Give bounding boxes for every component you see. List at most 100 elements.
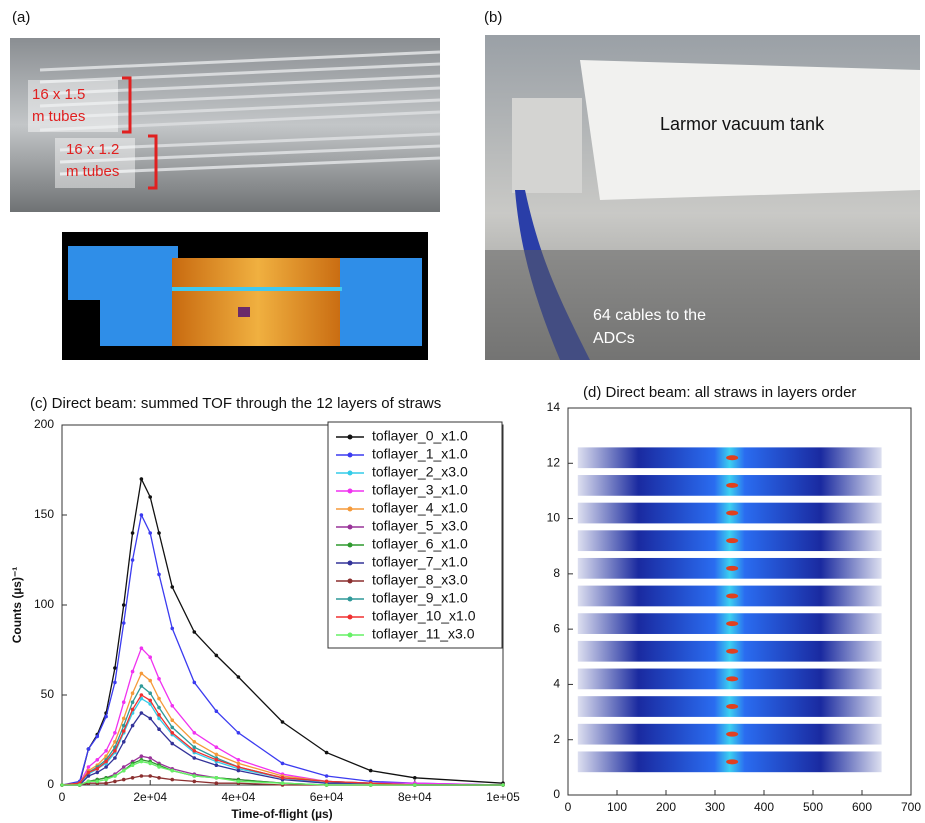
legend-label: toflayer_0_x1.0 [372,428,468,444]
data-point [281,720,285,724]
legend-marker [348,435,353,440]
data-point [193,780,197,784]
data-point [113,666,117,670]
data-point [122,740,126,744]
data-point [122,700,126,704]
data-point [95,780,99,784]
legend-marker [348,489,353,494]
data-point [140,684,144,688]
data-point [237,762,241,766]
image-region [100,288,175,346]
data-point [157,727,161,731]
data-point [170,704,174,708]
heat-core [726,759,738,764]
legend-label: toflayer_9_x1.0 [372,590,468,606]
panel-label: (b) [484,9,502,26]
data-point [237,758,241,762]
data-point [122,778,126,782]
figure: (a) 16 x 1.5 m tubes 16 x 1.2 m tubes (b… [0,0,925,823]
data-point [131,558,135,562]
data-point [215,745,219,749]
data-point [157,776,161,780]
data-point [501,783,505,787]
data-point [131,670,135,674]
y-tick-label: 2 [553,732,560,746]
data-point [95,767,99,771]
data-point [157,697,161,701]
data-point [193,756,197,760]
data-point [170,742,174,746]
annotation: Larmor vacuum tank [660,114,825,134]
y-axis-label: Counts (µs)⁻¹ [10,567,24,644]
data-point [413,776,417,780]
data-point [157,573,161,577]
legend-marker [348,615,353,620]
data-point [157,677,161,681]
heat-core [726,511,738,516]
data-point [215,776,219,780]
data-point [215,709,219,713]
data-point [281,781,285,785]
data-point [157,713,161,717]
x-tick-label: 500 [803,800,823,814]
data-point [215,758,219,762]
annotation: 16 x 1.5 [32,86,85,103]
data-point [131,691,135,695]
annotation: 64 cables to the [593,307,706,324]
heat-core [726,621,738,626]
x-tick-label: 300 [705,800,725,814]
heat-core [726,649,738,654]
y-tick-label: 150 [34,507,54,521]
legend-label: toflayer_10_x1.0 [372,608,476,624]
data-point [193,630,197,634]
legend-label: toflayer_6_x1.0 [372,536,468,552]
legend-marker [348,453,353,458]
legend-label: toflayer_3_x1.0 [372,482,468,498]
data-point [122,769,126,773]
data-point [95,758,99,762]
panel-label: (a) [12,9,30,26]
y-tick-label: 0 [553,787,560,801]
data-point [131,763,135,767]
legend-label: toflayer_5_x3.0 [372,518,468,534]
data-point [170,769,174,773]
x-tick-label: 4e+04 [222,790,256,804]
annotation: 16 x 1.2 [66,141,119,158]
data-point [170,778,174,782]
data-point [87,747,91,751]
data-point [215,753,219,757]
annotation: ADCs [593,330,635,347]
legend-label: toflayer_11_x3.0 [372,626,475,642]
data-point [157,765,161,769]
legend-marker [348,633,353,638]
x-tick-label: 0 [59,790,66,804]
data-point [148,691,152,695]
data-point [281,762,285,766]
data-point [215,763,219,767]
data-point [113,780,117,784]
data-point [193,774,197,778]
legend-marker [348,543,353,548]
data-point [140,774,144,778]
data-point [131,708,135,712]
data-point [95,771,99,775]
data-point [104,781,108,785]
data-point [104,765,108,769]
data-point [170,731,174,735]
legend-label: toflayer_1_x1.0 [372,446,468,462]
x-tick-label: 200 [656,800,676,814]
data-point [237,765,241,769]
x-tick-label: 400 [754,800,774,814]
data-point [193,745,197,749]
data-point [281,776,285,780]
data-point [237,780,241,784]
legend-marker [348,597,353,602]
x-tick-label: 100 [607,800,627,814]
series-line [62,686,503,785]
data-point [170,726,174,730]
data-point [148,531,152,535]
electronics [512,98,582,193]
series-line [62,699,503,785]
y-tick-label: 50 [41,687,55,701]
data-point [122,729,126,733]
